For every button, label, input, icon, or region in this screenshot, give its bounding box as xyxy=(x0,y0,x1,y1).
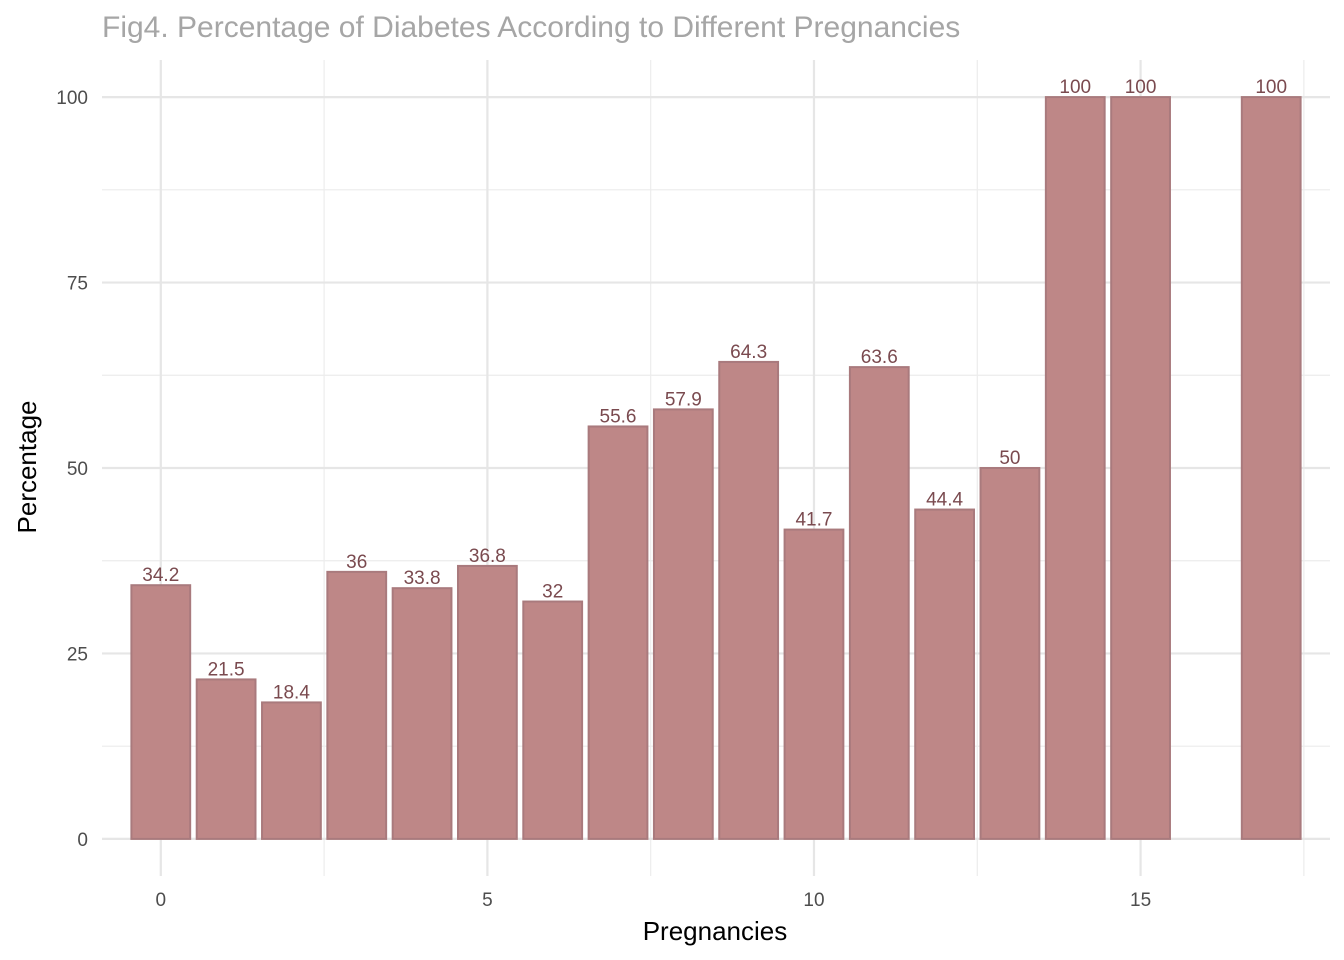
bar xyxy=(326,570,388,840)
x-axis-title: Pregnancies xyxy=(643,916,788,946)
data-label: 34.2 xyxy=(142,565,179,586)
bar xyxy=(261,701,322,840)
data-label: 100 xyxy=(1255,77,1287,98)
data-label: 100 xyxy=(1059,77,1091,98)
bar xyxy=(848,366,910,840)
bar xyxy=(195,678,257,840)
bar xyxy=(391,587,453,840)
x-tick-label: 15 xyxy=(1130,890,1151,911)
data-label: 41.7 xyxy=(795,510,832,531)
bars xyxy=(130,96,1302,840)
x-tick-label: 5 xyxy=(482,890,493,911)
bar xyxy=(456,564,518,840)
bar xyxy=(652,408,714,840)
data-label: 57.9 xyxy=(665,389,702,410)
bar xyxy=(1110,96,1171,840)
chart-title: Fig4. Percentage of Diabetes According t… xyxy=(102,11,960,44)
bar xyxy=(522,600,584,840)
data-label: 18.4 xyxy=(273,682,310,703)
y-tick-label: 50 xyxy=(67,459,88,480)
bar xyxy=(130,584,192,840)
data-label: 36 xyxy=(346,552,367,573)
data-label: 44.4 xyxy=(926,490,963,511)
y-tick-label: 75 xyxy=(67,274,88,295)
y-axis-title: Percentage xyxy=(12,401,42,534)
data-label: 100 xyxy=(1125,77,1157,98)
data-label: 55.6 xyxy=(600,406,637,427)
x-tick-label: 10 xyxy=(803,890,824,911)
data-label: 33.8 xyxy=(404,568,441,589)
data-labels: 34.2 21.5 18.4 36 33.8 36.8 32 55.6 57.9 64.3 41.7… xyxy=(142,77,1287,703)
bar xyxy=(718,360,780,840)
data-label: 21.5 xyxy=(208,659,245,680)
bar xyxy=(1240,96,1302,840)
data-label: 63.6 xyxy=(861,347,898,368)
bar xyxy=(914,508,976,840)
y-tick-label: 25 xyxy=(67,644,88,665)
data-label: 50 xyxy=(999,448,1020,469)
data-label: 32 xyxy=(542,582,563,603)
bar xyxy=(587,425,649,840)
data-label: 36.8 xyxy=(469,546,506,567)
bar xyxy=(783,528,845,840)
bar xyxy=(979,467,1041,840)
x-tick-label: 0 xyxy=(155,890,166,911)
bar xyxy=(1044,96,1106,840)
y-tick-label: 100 xyxy=(56,88,88,109)
data-label: 64.3 xyxy=(730,342,767,363)
tick-labels: 0 25 50 75 100 0 5 10 15 xyxy=(56,88,1151,911)
y-tick-label: 0 xyxy=(77,830,88,851)
